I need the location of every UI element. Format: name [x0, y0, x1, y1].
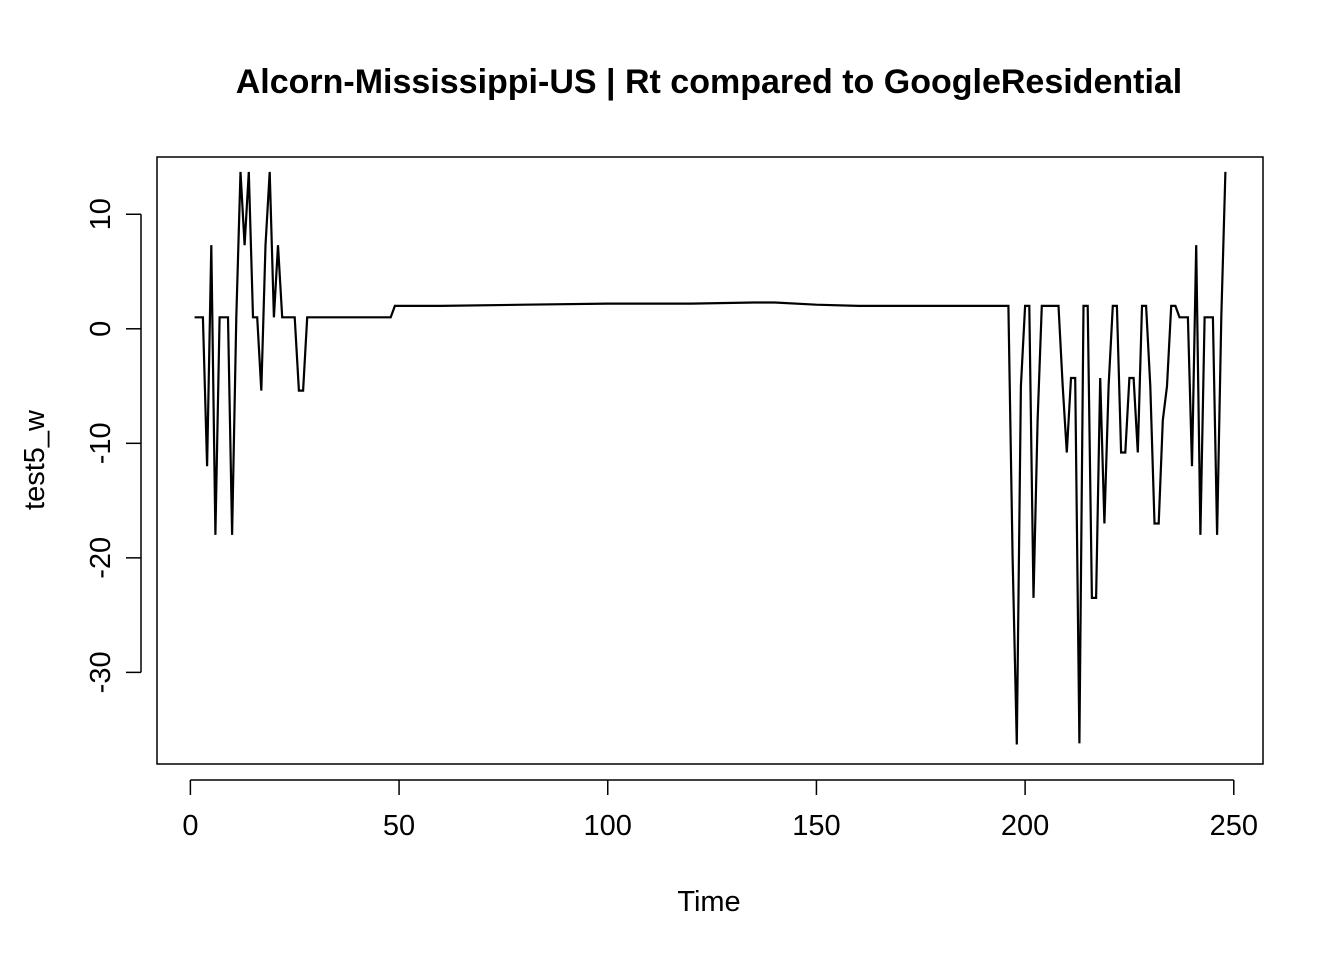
x-tick-label: 0 [182, 810, 198, 842]
y-tick-label: -30 [85, 651, 117, 693]
chart-title: Alcorn-Mississippi-US | Rt compared to G… [236, 63, 1183, 101]
y-axis-label: test5_w [19, 409, 51, 510]
x-axis-label: Time [677, 886, 740, 918]
series-layer [194, 171, 1227, 745]
y-tick-label: -10 [85, 422, 117, 464]
x-tick-label: 50 [383, 810, 415, 842]
x-tick-label: 150 [792, 810, 840, 842]
x-axis: 0 50 100 150 200 250 [182, 779, 1258, 842]
x-tick-label: 100 [584, 810, 632, 842]
y-tick-label: -20 [85, 537, 117, 579]
x-tick-label: 250 [1210, 810, 1258, 842]
y-axis: -30 -20 -10 0 10 [85, 198, 142, 693]
series-line [194, 171, 1227, 745]
plot-frame [156, 156, 1264, 765]
y-tick-label: 10 [85, 198, 117, 230]
x-tick-label: 200 [1001, 810, 1049, 842]
y-tick-label: 0 [85, 321, 117, 337]
